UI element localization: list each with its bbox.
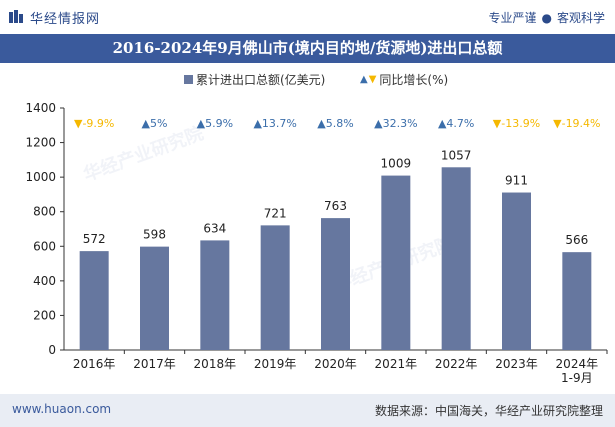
x-tick-label: 2024年: [556, 357, 599, 371]
triangle-up-icon: ▲: [438, 117, 447, 130]
bar-value-label: 572: [83, 232, 106, 246]
bar: [321, 218, 350, 350]
bar-value-label: 634: [203, 221, 226, 235]
yoy-value: -9.9%: [82, 117, 114, 130]
y-tick-label: 600: [33, 239, 56, 253]
bar-value-label: 911: [505, 174, 528, 188]
triangle-up-icon: ▲: [317, 117, 326, 130]
x-tick-label: 2019年: [254, 357, 297, 371]
bar-value-label: 566: [565, 233, 588, 247]
yoy-value: 32.3%: [383, 117, 418, 130]
triangle-down-icon: ▼: [74, 117, 83, 130]
footer: www.huaon.com 数据来源：中国海关，华经产业研究院整理: [0, 394, 615, 427]
slogan-separator: ●: [541, 11, 552, 25]
bar: [140, 246, 169, 350]
y-tick-label: 1200: [25, 136, 56, 150]
bar: [502, 192, 531, 350]
logo-icon: [9, 10, 23, 23]
bar: [441, 167, 471, 350]
bar-value-label: 1009: [381, 157, 412, 171]
yoy-label: ▲13.7%: [253, 117, 296, 130]
y-tick-label: 1000: [25, 170, 56, 184]
x-tick-label: 2020年: [314, 357, 357, 371]
x-tick-label: 2022年: [435, 357, 478, 371]
x-tick-label: 2023年: [495, 357, 538, 371]
yoy-label: ▼-19.4%: [553, 117, 600, 130]
yoy-value: 5.8%: [326, 117, 354, 130]
triangle-up-icon: ▲: [253, 117, 262, 130]
x-tick-label: 2018年: [194, 357, 237, 371]
x-tick-label: 2016年: [73, 357, 116, 371]
y-tick-label: 800: [33, 205, 56, 219]
bar-value-label: 763: [324, 199, 347, 213]
triangle-down-icon: ▼: [493, 117, 502, 130]
legend-item-yoy: ▲ ▼ 同比增长(%): [360, 71, 448, 88]
y-tick-label: 1400: [25, 101, 56, 115]
legend-yoy-label: 同比增长(%): [379, 73, 449, 87]
bar: [79, 251, 109, 350]
x-tick-label: 2021年: [375, 357, 418, 371]
slogan: 专业严谨 ● 客观科学: [488, 9, 605, 26]
y-tick-label: 0: [48, 343, 56, 357]
y-tick-label: 200: [33, 308, 56, 322]
yoy-label: ▲32.3%: [374, 117, 417, 130]
yoy-label: ▲5%: [142, 117, 168, 130]
yoy-label: ▲4.7%: [438, 117, 474, 130]
triangle-up-icon: ▲: [197, 117, 206, 130]
bar: [200, 240, 230, 350]
bar-chart: 02004006008001000120014005722016年▼-9.9%5…: [25, 101, 608, 385]
top-bar: 华经情报网 专业严谨 ● 客观科学: [0, 0, 615, 34]
yoy-label: ▲5.8%: [317, 117, 353, 130]
triangle-down-icon: ▼: [368, 74, 377, 85]
slogan-right: 客观科学: [556, 11, 605, 25]
slogan-left: 专业严谨: [488, 11, 537, 25]
triangle-up-icon: ▲: [142, 117, 151, 130]
yoy-label: ▼-13.9%: [493, 117, 540, 130]
bar: [381, 175, 411, 350]
legend-item-bar: 累计进出口总额(亿美元): [184, 71, 325, 88]
bar: [562, 252, 592, 350]
site-url[interactable]: www.huaon.com: [12, 402, 112, 416]
bar-value-label: 1057: [441, 148, 472, 162]
bar-value-label: 721: [264, 206, 287, 220]
yoy-value: -13.9%: [501, 117, 540, 130]
chart-title: 2016-2024年9月佛山市(境内目的地/货源地)进出口总额: [0, 34, 615, 63]
x-tick-label: 2017年: [133, 357, 176, 371]
bar: [260, 225, 290, 350]
yoy-label: ▼-9.9%: [74, 117, 114, 130]
y-tick-label: 400: [33, 274, 56, 288]
yoy-value: 5.9%: [205, 117, 233, 130]
legend-bar-label: 累计进出口总额(亿美元): [196, 73, 326, 87]
yoy-value: 13.7%: [262, 117, 297, 130]
logo[interactable]: 华经情报网: [8, 8, 101, 27]
yoy-value: 5%: [150, 117, 167, 130]
triangle-down-icon: ▼: [553, 117, 562, 130]
x-tick-label: 1-9月: [561, 371, 593, 385]
bar-value-label: 598: [143, 228, 166, 242]
triangle-up-icon: ▲: [360, 74, 368, 85]
triangle-up-icon: ▲: [374, 117, 383, 130]
legend-bar-swatch: [184, 75, 193, 84]
legend: 累计进出口总额(亿美元) ▲ ▼ 同比增长(%): [0, 71, 615, 91]
yoy-value: -19.4%: [562, 117, 601, 130]
yoy-value: 4.7%: [446, 117, 474, 130]
brand-name: 华经情报网: [30, 11, 101, 27]
yoy-label: ▲5.9%: [197, 117, 233, 130]
data-source: 数据来源：中国海关，华经产业研究院整理: [374, 404, 603, 418]
